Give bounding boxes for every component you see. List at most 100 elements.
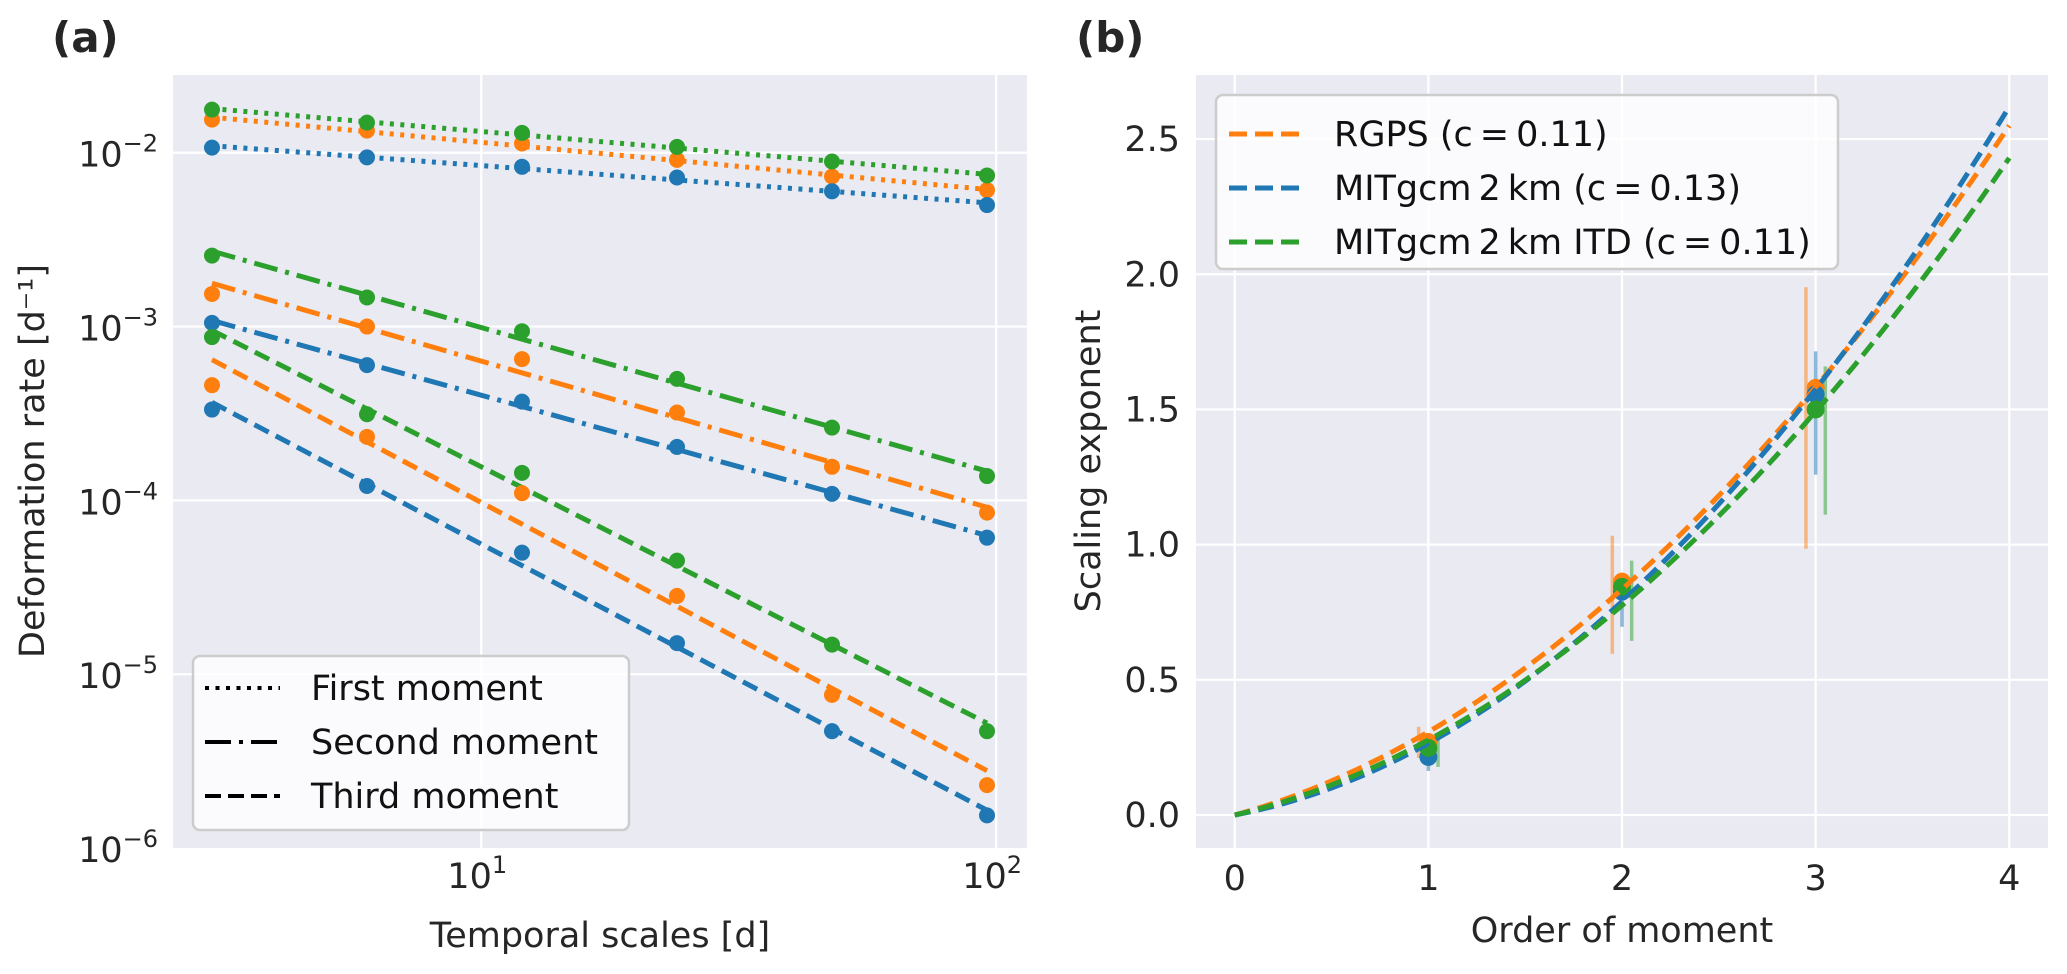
a-point-mitgcm_itd-m3 bbox=[824, 636, 841, 653]
b-y-tick-label: 2.0 bbox=[1124, 255, 1180, 295]
b-y-tick-label: 0.0 bbox=[1124, 796, 1180, 836]
a-point-rgps-m2 bbox=[824, 458, 841, 475]
a-point-rgps-m3 bbox=[824, 686, 841, 703]
a-point-mitgcm_itd-m2 bbox=[513, 323, 530, 340]
a-point-mitgcm_itd-m1 bbox=[979, 167, 996, 184]
a-point-mitgcm_itd-m1 bbox=[203, 101, 220, 118]
panel-b-label: (b) bbox=[1076, 13, 1144, 62]
b-y-tick-label: 1.5 bbox=[1124, 390, 1180, 430]
panel-a-y-tick-labels: 10−2 10−3 10−4 10−5 10−6 bbox=[78, 130, 158, 871]
panel-a-data-points bbox=[203, 101, 996, 824]
a-point-mitgcm-m2 bbox=[513, 393, 530, 410]
a-point-mitgcm-m3 bbox=[979, 807, 996, 824]
a-point-rgps-m2 bbox=[513, 351, 530, 368]
a-point-rgps-m1 bbox=[668, 151, 685, 168]
a-point-mitgcm-m1 bbox=[824, 183, 841, 200]
a-point-rgps-m2 bbox=[203, 285, 220, 302]
legend-label-third-moment: Third moment bbox=[310, 777, 558, 817]
b-curve-mitgcm_itd bbox=[1234, 156, 2012, 818]
a-point-mitgcm_itd-m2 bbox=[358, 289, 375, 306]
a-point-mitgcm-m1 bbox=[203, 139, 220, 156]
b-x-tick-label: 0 bbox=[1224, 859, 1246, 899]
a-y-tick-label: 10−3 bbox=[78, 304, 158, 350]
a-fit-line-mitgcm_itd-m1 bbox=[211, 106, 988, 177]
panel-a-x-axis-label: Temporal scales [d] bbox=[429, 916, 770, 956]
a-fit-line-rgps-m2 bbox=[211, 280, 988, 510]
b-x-tick-label: 4 bbox=[1998, 859, 2020, 899]
a-point-mitgcm-m1 bbox=[513, 158, 530, 175]
panel-b-x-axis-label: Order of moment bbox=[1471, 911, 1774, 951]
panel-a-fit-lines bbox=[210, 106, 989, 813]
a-point-mitgcm_itd-m1 bbox=[358, 114, 375, 131]
panel-a-label: (a) bbox=[52, 13, 119, 62]
a-point-mitgcm_itd-m1 bbox=[513, 124, 530, 141]
a-y-tick-label: 10−4 bbox=[78, 477, 158, 523]
a-point-mitgcm-m3 bbox=[668, 635, 685, 652]
panel-a-legend: First moment Second moment Third moment bbox=[191, 654, 631, 832]
a-fit-line-mitgcm_itd-m2 bbox=[211, 248, 988, 474]
a-point-rgps-m2 bbox=[979, 504, 996, 521]
b-x-tick-label: 2 bbox=[1611, 859, 1633, 899]
a-point-mitgcm-m1 bbox=[979, 197, 996, 214]
legend-label-rgps: RGPS (c = 0.11) bbox=[1334, 115, 1608, 155]
a-point-mitgcm-m3 bbox=[203, 401, 220, 418]
a-point-mitgcm_itd-m2 bbox=[203, 247, 220, 264]
a-point-rgps-m3 bbox=[513, 485, 530, 502]
b-y-tick-label: 2.5 bbox=[1124, 120, 1180, 160]
a-fit-line-mitgcm-m1 bbox=[211, 143, 988, 206]
a-point-mitgcm_itd-m3 bbox=[668, 552, 685, 569]
b-x-tick-label: 1 bbox=[1417, 859, 1439, 899]
a-fit-line-mitgcm-m2 bbox=[211, 318, 988, 538]
a-point-mitgcm-m3 bbox=[513, 544, 530, 561]
a-point-mitgcm-m1 bbox=[358, 149, 375, 166]
a-point-mitgcm-m2 bbox=[358, 357, 375, 374]
a-fit-line-mitgcm_itd-m3 bbox=[210, 328, 989, 726]
a-point-mitgcm_itd-m3 bbox=[358, 406, 375, 423]
a-point-rgps-m3 bbox=[668, 587, 685, 604]
a-point-mitgcm-m3 bbox=[824, 723, 841, 740]
a-point-mitgcm_itd-m1 bbox=[668, 138, 685, 155]
a-point-rgps-m2 bbox=[668, 404, 685, 421]
a-point-mitgcm_itd-m3 bbox=[513, 464, 530, 481]
a-point-rgps-m3 bbox=[203, 377, 220, 394]
a-y-tick-label: 10−6 bbox=[78, 825, 158, 871]
a-point-rgps-m1 bbox=[979, 182, 996, 199]
a-point-rgps-m3 bbox=[358, 428, 375, 445]
panel-a-deformation-rate: (a) 10−2 10−3 10−4 10−5 10−6 101 102 Temporal… bbox=[13, 13, 1027, 956]
a-y-tick-label: 10−2 bbox=[78, 130, 158, 176]
panel-b-y-axis-label: Scaling exponent bbox=[1069, 310, 1109, 613]
a-fit-line-rgps-m3 bbox=[210, 357, 989, 773]
b-x-tick-label: 3 bbox=[1804, 859, 1826, 899]
a-point-mitgcm_itd-m1 bbox=[824, 153, 841, 170]
a-point-mitgcm-m3 bbox=[358, 477, 375, 494]
a-point-mitgcm-m2 bbox=[979, 529, 996, 546]
panel-b-x-tick-labels: 0 1 2 3 4 bbox=[1224, 859, 2021, 899]
a-point-mitgcm_itd-m2 bbox=[979, 468, 996, 485]
a-x-tick-label: 102 bbox=[962, 851, 1022, 897]
a-fit-line-mitgcm-m3 bbox=[210, 400, 989, 813]
legend-label-mitgcm-itd: MITgcm 2 km ITD (c = 0.11) bbox=[1334, 223, 1811, 263]
legend-label-mitgcm: MITgcm 2 km (c = 0.13) bbox=[1334, 169, 1741, 209]
b-curve-mitgcm bbox=[1234, 105, 2012, 818]
a-point-mitgcm-m2 bbox=[824, 485, 841, 502]
b-y-tick-label: 0.5 bbox=[1124, 661, 1180, 701]
a-point-mitgcm-m2 bbox=[203, 314, 220, 331]
a-y-tick-label: 10−5 bbox=[78, 651, 158, 697]
b-y-tick-label: 1.0 bbox=[1124, 526, 1180, 566]
panel-b-model-curves bbox=[1234, 105, 2012, 818]
panel-b-scaling-exponent: (b) 0.0 0.5 1.0 1.5 2.0 2.5 0 1 2 3 4 Order of mo… bbox=[1069, 13, 2048, 951]
a-point-mitgcm_itd-m2 bbox=[668, 370, 685, 387]
a-point-mitgcm-m1 bbox=[668, 169, 685, 186]
panel-b-legend: RGPS (c = 0.11) MITgcm 2 km (c = 0.13) M… bbox=[1214, 93, 1840, 271]
legend-label-first-moment: First moment bbox=[311, 669, 543, 709]
panel-b-y-tick-labels: 0.0 0.5 1.0 1.5 2.0 2.5 bbox=[1124, 120, 1180, 836]
panel-b-legend-box bbox=[1214, 93, 1840, 271]
a-point-mitgcm_itd-m3 bbox=[979, 723, 996, 740]
legend-label-second-moment: Second moment bbox=[311, 723, 598, 763]
a-point-rgps-m3 bbox=[979, 777, 996, 794]
a-point-mitgcm_itd-m2 bbox=[824, 419, 841, 436]
panel-a-y-axis-label: Deformation rate [d⁻¹] bbox=[13, 264, 53, 658]
panel-a-x-tick-labels: 101 102 bbox=[447, 851, 1022, 897]
a-point-mitgcm-m2 bbox=[668, 438, 685, 455]
